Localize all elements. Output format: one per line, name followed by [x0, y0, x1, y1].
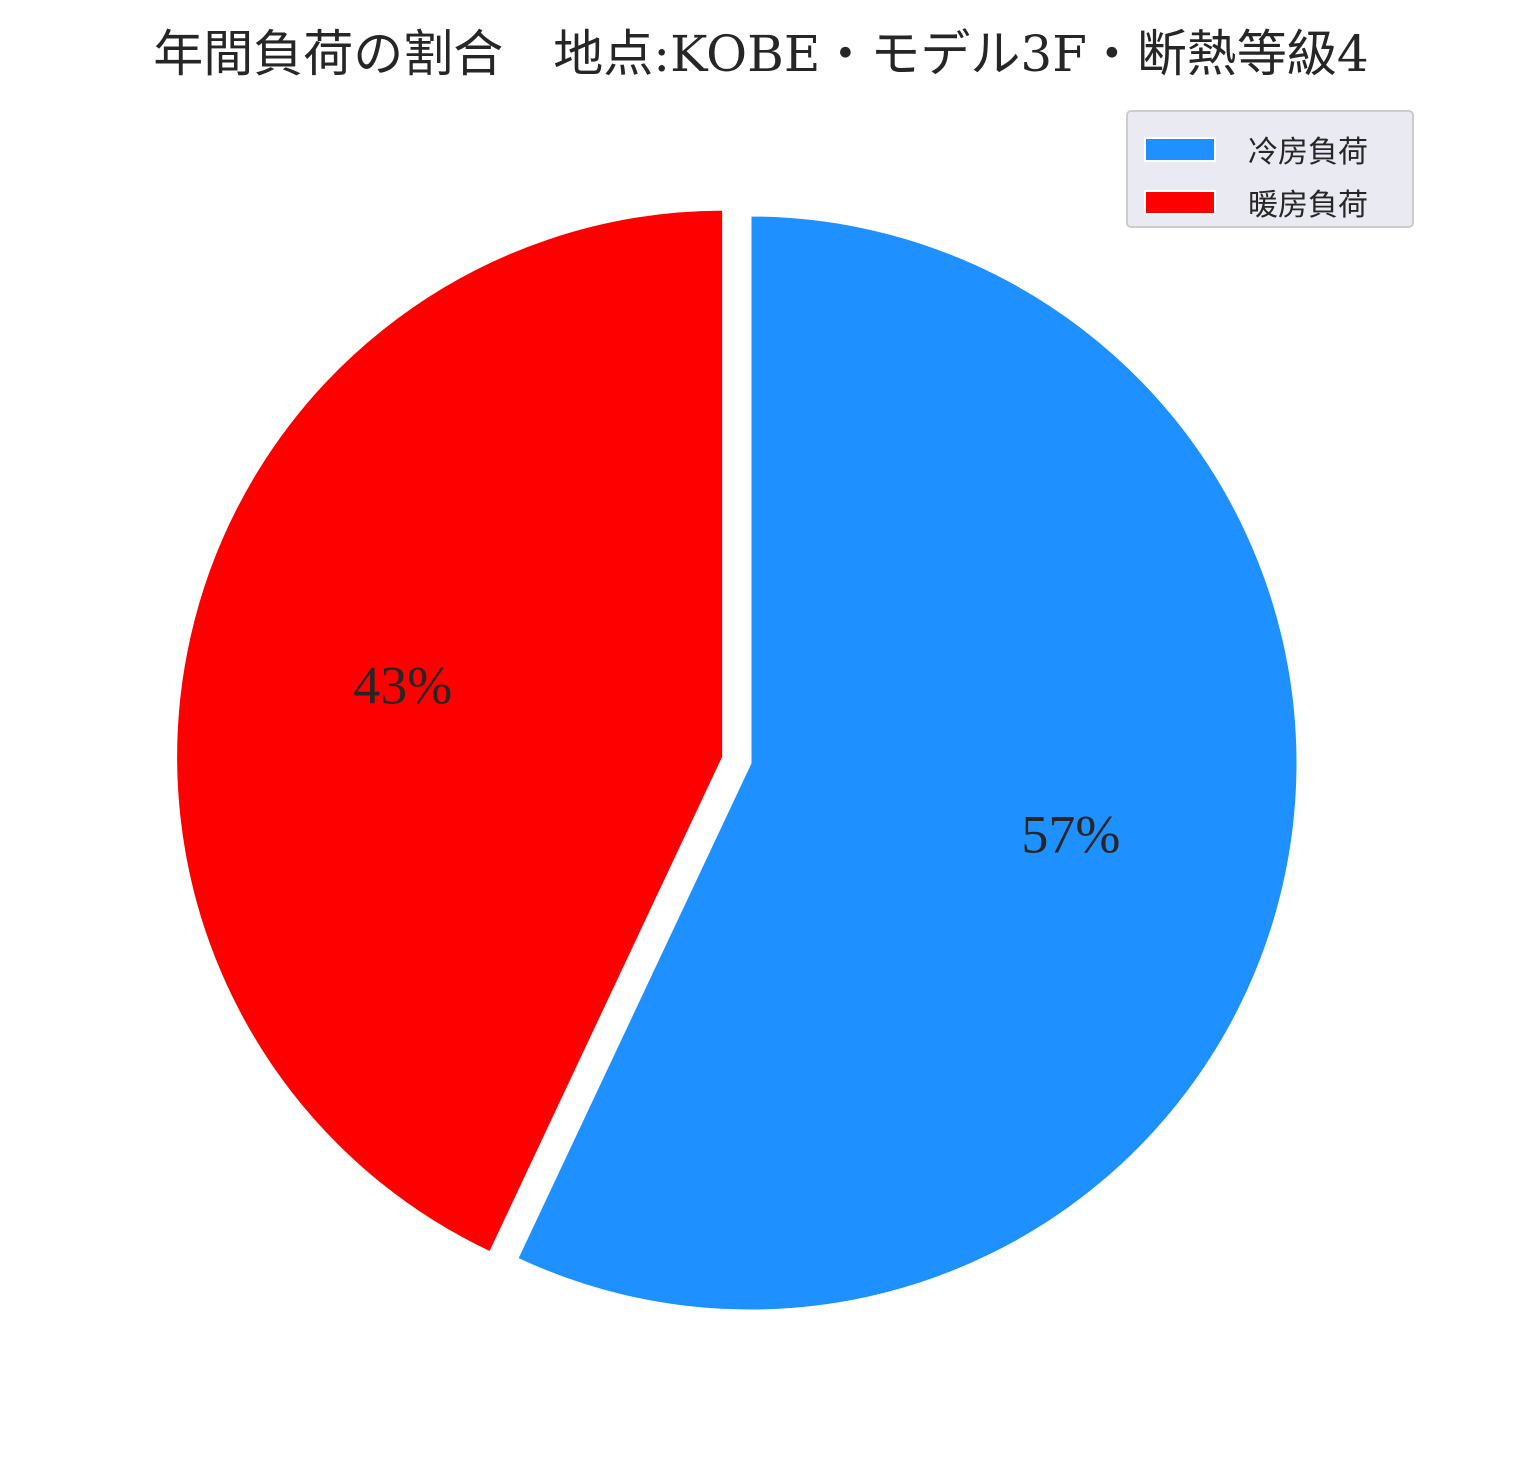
legend-swatch-heating — [1144, 189, 1216, 215]
pie-percentage-labels: 57% 43% — [353, 655, 1120, 864]
pct-label-cooling: 57% — [1021, 805, 1120, 865]
chart-title: 年間負荷の割合 地点:KOBE・モデル3F・断熱等級4 — [153, 25, 1369, 83]
legend-swatch-cooling — [1144, 136, 1216, 162]
legend-label-cooling: 冷房負荷 — [1248, 135, 1368, 170]
pie-slice-heating — [174, 207, 726, 1255]
legend-item-cooling: 冷房負荷 — [1144, 129, 1368, 170]
legend-item-heating: 暖房負荷 — [1144, 182, 1368, 223]
legend: 冷房負荷 暖房負荷 — [1126, 110, 1414, 228]
pie-slices — [174, 207, 1300, 1313]
legend-label-heating: 暖房負荷 — [1248, 188, 1368, 223]
pct-label-heating: 43% — [353, 655, 452, 715]
pie-slice-cooling — [515, 213, 1300, 1313]
